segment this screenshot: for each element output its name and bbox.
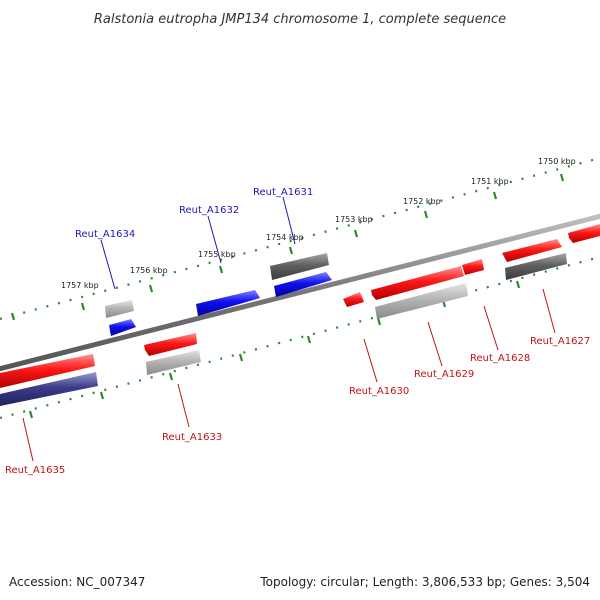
gene-arrow-reut-a1634[interactable] (109, 319, 136, 336)
cds-box-reut-a1627[interactable] (505, 253, 567, 280)
gene-label-reut-a1628[interactable]: Reut_A1628 (470, 353, 530, 364)
tick-label-1751: 1751 kbp (471, 177, 509, 186)
tick-label-1752: 1752 kbp (403, 197, 441, 206)
gene-arrow-reut-a1633[interactable] (144, 333, 197, 356)
tick-label-1757: 1757 kbp (61, 281, 99, 290)
scale-dotted-line-lower (0, 255, 600, 420)
chromosome-backbone (0, 213, 600, 372)
gene-arrow-reut-a1629[interactable] (371, 266, 464, 300)
cds-box-reut-a1629[interactable] (375, 283, 468, 319)
gene-arrow-reut-a1635[interactable] (0, 354, 95, 388)
gene-label-reut-a1633[interactable]: Reut_A1633 (162, 432, 222, 443)
cds-box-reut-a1631[interactable] (270, 253, 329, 280)
cds-box-reut-a1634[interactable] (105, 300, 134, 318)
gene-label-reut-a1630[interactable]: Reut_A1630 (349, 386, 409, 397)
cds-box-reut-a1635[interactable] (0, 372, 98, 406)
cds-box-reut-a1633[interactable] (146, 350, 201, 375)
sequence-summary-text: Topology: circular; Length: 3,806,533 bp… (259, 575, 590, 589)
gene-arrow-reut-a1627[interactable] (502, 239, 562, 262)
gene-label-reut-a1629[interactable]: Reut_A1629 (414, 369, 474, 380)
tick-label-1754: 1754 kbp (266, 233, 304, 242)
gene-label-reut-a1632[interactable]: Reut_A1632 (179, 205, 239, 216)
tick-label-1753: 1753 kbp (335, 215, 373, 224)
gene-arrow-reut-a1631[interactable] (274, 272, 332, 297)
major-ticks (10, 173, 565, 419)
tick-label-1755: 1755 kbp (198, 250, 236, 259)
label-leader-lines (22, 196, 556, 462)
gene-arrow-reut-a1630[interactable] (343, 292, 364, 307)
scale-dotted-line-upper (0, 156, 600, 321)
gene-arrow-reut-a1628[interactable] (462, 259, 484, 275)
gene-label-reut-a1635[interactable]: Reut_A1635 (5, 465, 65, 476)
gene-label-reut-a1634[interactable]: Reut_A1634 (75, 229, 135, 240)
gene-arrow-partial-right[interactable] (568, 224, 600, 243)
map-title: Ralstonia eutropha JMP134 chromosome 1, … (94, 12, 506, 27)
accession-text: Accession: NC_007347 (9, 575, 145, 589)
gene-label-reut-a1631[interactable]: Reut_A1631 (253, 187, 313, 198)
tick-label-1756: 1756 kbp (130, 266, 168, 275)
gene-arrow-reut-a1632[interactable] (196, 290, 260, 316)
tick-label-1750: 1750 kbp (538, 157, 576, 166)
gene-label-reut-a1627[interactable]: Reut_A1627 (530, 336, 590, 347)
